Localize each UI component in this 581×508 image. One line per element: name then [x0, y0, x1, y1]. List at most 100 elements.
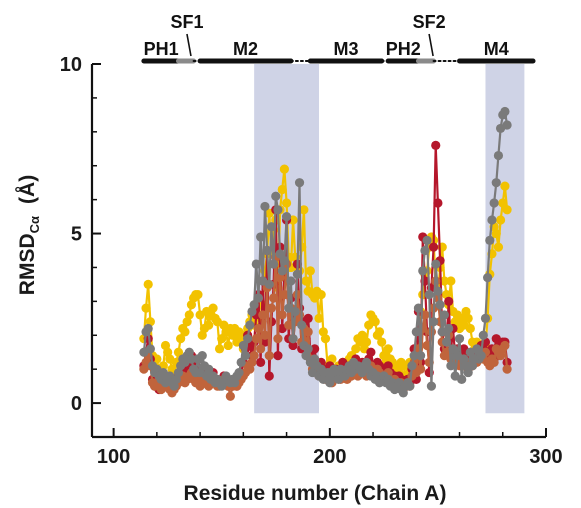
- data-point: [502, 120, 512, 130]
- data-point: [249, 351, 259, 361]
- data-point: [411, 327, 421, 337]
- data-point: [273, 351, 283, 361]
- data-point: [204, 364, 214, 374]
- data-point: [273, 334, 283, 344]
- callout-sf1: SF1: [170, 12, 203, 32]
- data-point: [264, 371, 274, 381]
- y-axis-label: RMSDCα (Å): [15, 175, 42, 295]
- data-point: [256, 344, 266, 354]
- data-point: [281, 211, 292, 222]
- data-point: [256, 232, 266, 242]
- data-point: [351, 344, 361, 354]
- data-point: [240, 351, 251, 361]
- data-point: [428, 317, 439, 327]
- data-point: [253, 323, 264, 334]
- data-point: [243, 334, 253, 344]
- data-point: [416, 351, 426, 361]
- topology-label-m3: M3: [334, 39, 359, 59]
- data-point: [493, 242, 504, 252]
- y-tick-label: 5: [71, 224, 82, 246]
- data-point: [439, 276, 449, 286]
- data-point: [418, 266, 428, 276]
- data-point: [152, 354, 162, 364]
- data-point: [223, 340, 233, 351]
- data-point: [145, 344, 155, 354]
- data-point: [314, 313, 324, 323]
- data-point: [416, 364, 426, 374]
- data-point: [260, 201, 270, 212]
- topology-label-m2: M2: [233, 39, 258, 59]
- data-point: [279, 164, 290, 174]
- data-point: [286, 276, 296, 286]
- topology-label-m4: M4: [484, 39, 509, 59]
- data-point: [249, 300, 259, 310]
- data-point: [426, 381, 437, 391]
- y-tick-label: 10: [60, 54, 82, 76]
- data-point: [143, 323, 153, 334]
- topology-label-ph1: PH1: [144, 39, 179, 59]
- data-point: [264, 279, 274, 290]
- x-axis-label: Residue number (Chain A): [184, 482, 447, 505]
- data-point: [405, 381, 415, 391]
- data-point: [251, 334, 261, 344]
- data-point: [454, 334, 465, 344]
- data-point: [478, 330, 488, 340]
- data-point: [143, 279, 153, 290]
- x-tick-label: 300: [529, 446, 562, 468]
- data-point: [498, 198, 508, 208]
- data-point: [279, 289, 290, 300]
- data-point: [485, 235, 495, 245]
- data-point: [266, 303, 277, 313]
- data-point: [234, 367, 244, 378]
- data-point: [277, 266, 287, 276]
- series-4: [139, 106, 512, 398]
- data-point: [489, 357, 499, 367]
- data-point: [281, 198, 292, 208]
- data-point: [413, 303, 424, 313]
- data-point: [489, 198, 499, 208]
- data-point: [441, 337, 452, 347]
- data-point: [277, 310, 287, 320]
- data-point: [446, 276, 456, 286]
- data-point: [361, 337, 372, 347]
- y-axis-label-main: RMSD: [16, 233, 39, 295]
- data-point: [269, 293, 279, 303]
- data-point: [262, 245, 272, 256]
- data-point: [383, 344, 393, 354]
- data-point: [292, 269, 302, 279]
- callout-leader: [428, 33, 434, 57]
- data-point: [184, 310, 194, 320]
- data-point: [493, 150, 504, 161]
- data-point: [277, 184, 287, 195]
- data-point: [297, 320, 307, 330]
- data-point: [251, 259, 261, 269]
- data-point: [374, 327, 385, 337]
- data-point: [266, 222, 277, 232]
- data-point: [431, 140, 441, 150]
- data-point: [238, 340, 248, 351]
- data-point: [253, 293, 264, 303]
- data-point: [433, 286, 443, 296]
- data-point: [428, 242, 439, 252]
- data-point: [273, 205, 283, 215]
- data-point: [303, 313, 313, 323]
- data-point: [264, 351, 274, 361]
- data-point: [366, 347, 376, 357]
- data-point: [320, 334, 331, 344]
- data-point: [180, 327, 190, 337]
- data-point: [446, 361, 456, 371]
- data-point: [186, 354, 197, 364]
- data-point: [275, 249, 285, 259]
- data-point: [424, 289, 434, 300]
- y-tick-label: 0: [71, 393, 82, 415]
- data-point: [491, 178, 501, 188]
- data-point: [176, 334, 186, 344]
- data-point: [500, 340, 510, 351]
- data-point: [491, 228, 501, 239]
- topology-bar: PH1 M2 M3 PH2 M4 SF1 SF2: [141, 12, 536, 64]
- topology-label-ph2: PH2: [386, 39, 421, 59]
- data-point: [439, 310, 449, 320]
- axes: [90, 64, 546, 439]
- data-point: [502, 364, 512, 374]
